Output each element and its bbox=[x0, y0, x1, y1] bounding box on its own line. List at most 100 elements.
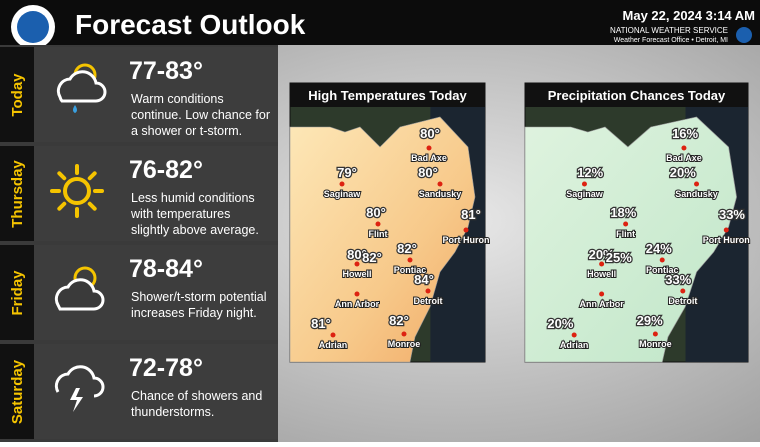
city-name: Monroe bbox=[639, 339, 672, 349]
city-value: 84° bbox=[414, 272, 434, 287]
city-dot bbox=[623, 221, 629, 227]
map-title-bar bbox=[525, 83, 748, 107]
city-dot bbox=[375, 221, 381, 227]
temp-range: 78-84° bbox=[129, 255, 203, 283]
city-dot bbox=[652, 331, 658, 337]
city-name: Monroe bbox=[388, 339, 421, 349]
city-value: 81° bbox=[311, 316, 331, 331]
day-description: Less humid conditions with temperatures sl… bbox=[130, 191, 259, 237]
city-dot bbox=[437, 181, 443, 187]
city-value: 33% bbox=[719, 207, 745, 222]
day-description: Shower/t-storm potential increases Friday… bbox=[131, 290, 266, 320]
city-value: 82° bbox=[389, 313, 409, 328]
day-description: Warm conditions continue. Low chance for a… bbox=[131, 92, 270, 138]
city-name: Pontiac bbox=[394, 265, 427, 275]
map-title: High Temperatures Today bbox=[308, 88, 467, 103]
city-dot bbox=[681, 145, 687, 151]
day-label: Today bbox=[9, 73, 26, 117]
city-name: Sandusky bbox=[675, 189, 718, 199]
city-name: Port Huron bbox=[443, 235, 490, 245]
city-name: Sandusky bbox=[419, 189, 462, 199]
header-bar bbox=[0, 0, 760, 45]
city-name: Adrian bbox=[560, 340, 589, 350]
weather-icon bbox=[50, 164, 104, 218]
title: Forecast Outlook bbox=[75, 9, 306, 40]
city-name: Ann Arbor bbox=[335, 299, 380, 309]
city-name: Detroit bbox=[668, 296, 697, 306]
city-dot bbox=[463, 227, 469, 233]
city-name: Bad Axe bbox=[411, 153, 447, 163]
day-label: Friday bbox=[9, 270, 26, 316]
office: Weather Forecast Office • Detroit, MI bbox=[614, 37, 728, 44]
city-value: 79° bbox=[337, 165, 357, 180]
city-value: 25% bbox=[606, 250, 632, 265]
city-value: 80° bbox=[366, 205, 386, 220]
map-title: Precipitation Chances Today bbox=[548, 88, 726, 103]
city-dot bbox=[599, 291, 605, 297]
city-value: 24% bbox=[646, 241, 672, 256]
noaa-logo bbox=[736, 27, 752, 43]
temp-range: 77-83° bbox=[129, 57, 203, 85]
city-dot bbox=[354, 291, 360, 297]
day-tab bbox=[0, 344, 34, 439]
map-panel: Precipitation Chances Today 16% Bad Axe 12%… bbox=[524, 82, 751, 363]
day-label: Saturday bbox=[9, 359, 26, 424]
city-value: 80° bbox=[418, 165, 438, 180]
weather-icon bbox=[54, 266, 105, 311]
day-tab bbox=[0, 245, 34, 340]
city-dot bbox=[581, 181, 587, 187]
city-dot bbox=[407, 257, 413, 263]
datetime: May 22, 2024 3:14 AM bbox=[623, 8, 755, 23]
city-value: 82° bbox=[397, 241, 417, 256]
day-row bbox=[34, 146, 278, 241]
land-region bbox=[524, 116, 737, 363]
city-value: 29% bbox=[637, 313, 663, 328]
temp-range: 76-82° bbox=[129, 156, 203, 184]
day-label: Thursday bbox=[9, 160, 26, 228]
agency: NATIONAL WEATHER SERVICE bbox=[610, 26, 728, 35]
city-dot bbox=[425, 288, 431, 294]
map-area bbox=[289, 116, 476, 363]
city-name: Adrian bbox=[319, 340, 348, 350]
city-value: 81° bbox=[461, 207, 481, 222]
map-panel: High Temperatures Today 80° Bad Axe 79° Sagi… bbox=[289, 82, 491, 363]
day-tab bbox=[0, 47, 34, 142]
city-name: Pontiac bbox=[646, 265, 679, 275]
city-dot bbox=[330, 332, 336, 338]
city-dot bbox=[680, 288, 686, 294]
nws-logo-inner bbox=[17, 11, 49, 43]
map-area bbox=[524, 116, 737, 363]
temp-range: 72-78° bbox=[129, 354, 203, 382]
city-dot bbox=[723, 227, 729, 233]
city-name: Howell bbox=[587, 269, 616, 279]
day-description: Chance of showers and thunderstorms. bbox=[131, 389, 262, 419]
city-value: 20% bbox=[589, 247, 615, 262]
city-name: Saginaw bbox=[566, 189, 604, 199]
city-dot bbox=[659, 257, 665, 263]
city-name: Howell bbox=[342, 269, 371, 279]
map-title-bar bbox=[290, 83, 485, 107]
city-value: 12% bbox=[577, 165, 603, 180]
city-value: 82° bbox=[362, 250, 382, 265]
city-name: Bad Axe bbox=[666, 153, 702, 163]
city-value: 20% bbox=[547, 316, 573, 331]
city-name: Saginaw bbox=[324, 189, 362, 199]
city-name: Port Huron bbox=[703, 235, 750, 245]
city-name: Flint bbox=[616, 229, 635, 239]
city-dot bbox=[694, 181, 700, 187]
day-tab bbox=[0, 146, 34, 241]
city-dot bbox=[571, 332, 577, 338]
city-name: Ann Arbor bbox=[580, 299, 625, 309]
city-name: Flint bbox=[369, 229, 388, 239]
city-value: 16% bbox=[672, 126, 698, 141]
city-value: 80° bbox=[420, 126, 440, 141]
weather-icon bbox=[54, 365, 105, 412]
city-dot bbox=[599, 261, 605, 267]
city-value: 18% bbox=[610, 205, 636, 220]
land-region bbox=[289, 116, 476, 363]
city-dot bbox=[339, 181, 345, 187]
weather-icon bbox=[56, 63, 107, 113]
city-value: 80° bbox=[347, 247, 367, 262]
